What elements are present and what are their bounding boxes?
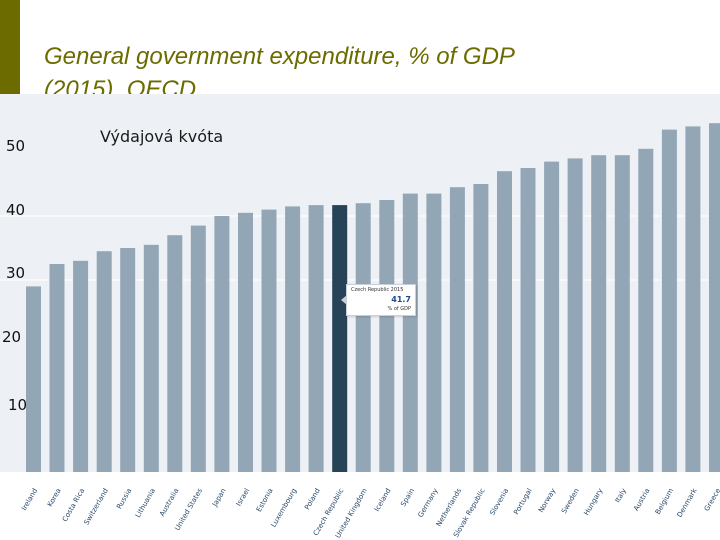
bar-slovenia[interactable] <box>497 171 512 472</box>
bar-greece[interactable] <box>709 123 720 472</box>
x-tick-label: Australia <box>158 487 180 518</box>
x-tick-label: Japan <box>210 487 227 509</box>
bar-costa-rica[interactable] <box>73 260 89 472</box>
y-tick-label: 40 <box>6 201 26 219</box>
x-tick-label: Luxembourg <box>270 487 299 529</box>
bar-luxembourg[interactable] <box>285 206 301 472</box>
x-tick-label: Russia <box>115 487 133 510</box>
x-tick-label: Costa Rica <box>61 487 86 523</box>
bar-spain[interactable] <box>402 193 418 472</box>
x-tick-label: Italy <box>614 487 629 504</box>
x-tick-label: Lithuania <box>134 487 157 519</box>
y-tick-label: 50 <box>6 137 26 155</box>
bar-slovak-republic[interactable] <box>473 184 489 472</box>
x-tick-label: Austria <box>632 487 651 512</box>
bar-united-kingdom[interactable] <box>355 203 371 472</box>
x-label-area <box>0 472 720 540</box>
x-tick-label: Belgium <box>654 487 675 516</box>
y-tick-label: 20 <box>2 328 22 346</box>
bar-belgium[interactable] <box>661 129 677 472</box>
bar-japan[interactable] <box>214 216 230 472</box>
bar-iceland[interactable] <box>379 200 395 472</box>
y-tick-label: 10 <box>8 396 28 414</box>
bar-lithuania[interactable] <box>143 244 159 472</box>
y-tick-label: 30 <box>6 264 26 282</box>
bar-sweden[interactable] <box>567 158 583 472</box>
x-tick-label: Estonia <box>255 487 275 513</box>
x-tick-label: Slovenia <box>488 487 510 517</box>
bar-norway[interactable] <box>544 161 560 472</box>
chart-subtitle: Výdajová kvóta <box>100 127 224 146</box>
bar-italy[interactable] <box>614 155 630 472</box>
x-tick-label: Iceland <box>373 487 393 513</box>
bar-estonia[interactable] <box>261 209 277 472</box>
x-tick-label: Hungary <box>583 487 605 517</box>
x-tick-label: Spain <box>399 487 416 508</box>
bar-united-states[interactable] <box>190 225 206 472</box>
x-tick-label: Israel <box>235 487 252 508</box>
bars <box>26 123 720 473</box>
title-accent-bar <box>0 0 20 94</box>
x-tick-label: Germany <box>417 487 440 519</box>
bar-hungary[interactable] <box>591 155 607 472</box>
x-tick-label: Denmark <box>676 486 699 519</box>
bar-australia[interactable] <box>167 235 183 472</box>
bar-austria[interactable] <box>638 148 654 473</box>
x-tick-label: Greece <box>703 487 720 513</box>
tooltip-country: Czech Republic 2015 <box>351 287 404 293</box>
bar-russia[interactable] <box>120 248 136 472</box>
slide-title-line1: General government expenditure, % of GDP <box>44 43 515 70</box>
bar-germany[interactable] <box>426 193 442 472</box>
bar-portugal[interactable] <box>520 168 536 472</box>
x-tick-label: Portugal <box>512 487 533 516</box>
bar-switzerland[interactable] <box>96 251 112 472</box>
bar-netherlands[interactable] <box>449 187 465 472</box>
x-tick-label: Poland <box>303 487 322 511</box>
bar-denmark[interactable] <box>685 126 701 473</box>
x-tick-label: Ireland <box>20 487 39 512</box>
bar-ireland[interactable] <box>26 286 41 472</box>
bar-poland[interactable] <box>308 205 324 472</box>
bar-tooltip: Czech Republic 2015 41.7 % of GDP <box>341 284 416 316</box>
bar-korea[interactable] <box>49 264 65 472</box>
x-tick-label: Switzerland <box>83 487 110 526</box>
bar-czech-republic[interactable] <box>332 205 348 472</box>
x-tick-label: Sweden <box>560 487 581 515</box>
tooltip-unit: % of GDP <box>387 306 412 312</box>
bar-israel[interactable] <box>238 212 253 473</box>
x-tick-label: Norway <box>537 487 557 514</box>
tooltip-value: 41.7 <box>391 295 411 304</box>
x-tick-label: Korea <box>46 487 63 508</box>
